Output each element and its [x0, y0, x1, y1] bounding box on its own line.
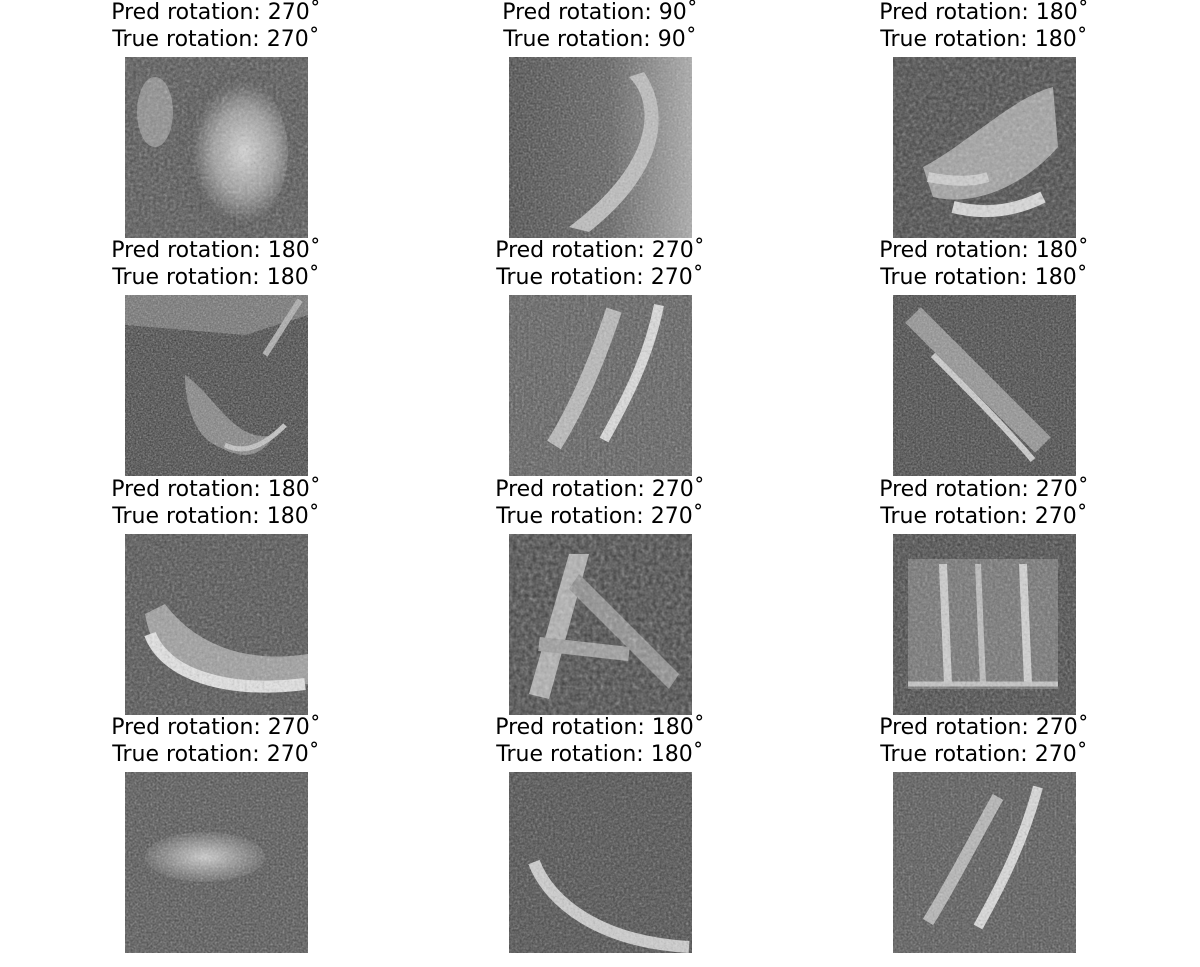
image-tile — [125, 295, 308, 476]
true-label: True rotation: 180˚ — [112, 265, 320, 290]
pred-label: Pred rotation: 180˚ — [495, 715, 705, 740]
image-tile — [509, 295, 692, 476]
pred-label: Pred rotation: 270˚ — [111, 0, 321, 25]
grid-cell-3: Pred rotation: 180˚ True rotation: 180˚ — [804, 0, 1164, 238]
pred-label: Pred rotation: 270˚ — [879, 477, 1089, 502]
true-label: True rotation: 270˚ — [496, 265, 704, 290]
pred-label: Pred rotation: 270˚ — [111, 715, 321, 740]
true-label: True rotation: 180˚ — [880, 27, 1088, 52]
image-tile — [509, 534, 692, 715]
pred-label: Pred rotation: 270˚ — [495, 477, 705, 502]
true-label: True rotation: 270˚ — [880, 504, 1088, 529]
true-label: True rotation: 270˚ — [880, 742, 1088, 767]
image-tile — [125, 772, 308, 953]
pred-label: Pred rotation: 270˚ — [879, 715, 1089, 740]
pred-label: Pred rotation: 180˚ — [111, 477, 321, 502]
true-label: True rotation: 180˚ — [112, 504, 320, 529]
true-label: True rotation: 270˚ — [112, 742, 320, 767]
grid-cell-7: Pred rotation: 180˚ True rotation: 180˚ — [36, 477, 396, 715]
pred-label: Pred rotation: 90˚ — [502, 0, 698, 25]
image-tile — [893, 57, 1076, 238]
grid-cell-2: Pred rotation: 90˚ True rotation: 90˚ — [420, 0, 780, 238]
pred-label: Pred rotation: 180˚ — [879, 0, 1089, 25]
true-label: True rotation: 90˚ — [503, 27, 697, 52]
image-tile — [125, 57, 308, 238]
image-tile — [893, 534, 1076, 715]
true-label: True rotation: 180˚ — [880, 265, 1088, 290]
grid-cell-4: Pred rotation: 180˚ True rotation: 180˚ — [36, 238, 396, 476]
pred-label: Pred rotation: 180˚ — [879, 238, 1089, 263]
grid-cell-10: Pred rotation: 270˚ True rotation: 270˚ — [36, 715, 396, 953]
pred-label: Pred rotation: 180˚ — [111, 238, 321, 263]
pred-label: Pred rotation: 270˚ — [495, 238, 705, 263]
image-tile — [893, 772, 1076, 953]
grid-cell-9: Pred rotation: 270˚ True rotation: 270˚ — [804, 477, 1164, 715]
grid-cell-6: Pred rotation: 180˚ True rotation: 180˚ — [804, 238, 1164, 476]
true-label: True rotation: 180˚ — [496, 742, 704, 767]
image-tile — [125, 534, 308, 715]
grid-cell-8: Pred rotation: 270˚ True rotation: 270˚ — [420, 477, 780, 715]
grid-cell-11: Pred rotation: 180˚ True rotation: 180˚ — [420, 715, 780, 953]
grid-cell-5: Pred rotation: 270˚ True rotation: 270˚ — [420, 238, 780, 476]
true-label: True rotation: 270˚ — [496, 504, 704, 529]
image-tile — [509, 772, 692, 953]
true-label: True rotation: 270˚ — [112, 27, 320, 52]
grid-cell-12: Pred rotation: 270˚ True rotation: 270˚ — [804, 715, 1164, 953]
grid-cell-1: Pred rotation: 270˚ True rotation: 270˚ — [36, 0, 396, 238]
image-tile — [893, 295, 1076, 476]
image-tile — [509, 57, 692, 238]
